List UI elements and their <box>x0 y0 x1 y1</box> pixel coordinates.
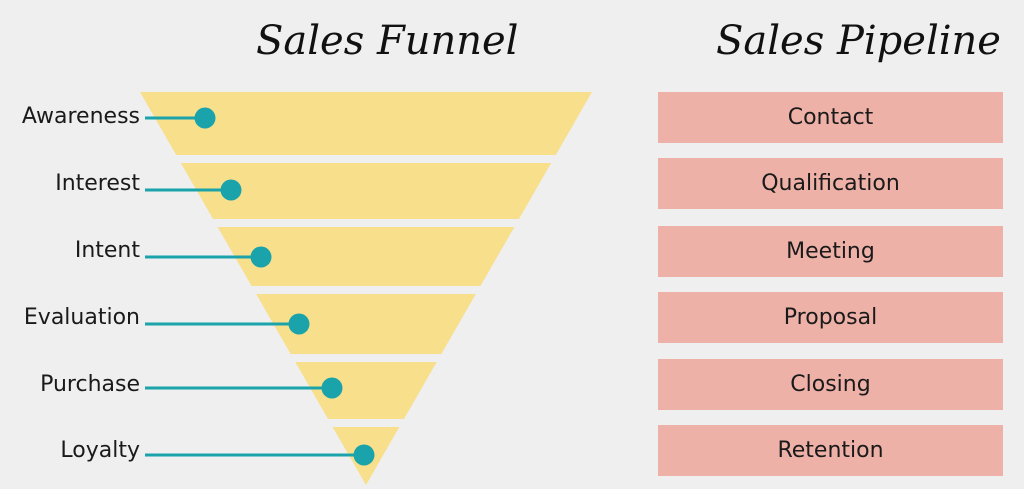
connector-dot-evaluation <box>288 313 310 335</box>
connector-dot-interest <box>220 179 242 201</box>
funnel-stage-label-evaluation: Evaluation <box>23 305 140 330</box>
funnel-stage-label-awareness: Awareness <box>21 104 140 129</box>
funnel-band-evaluation <box>256 294 476 354</box>
pipeline-stage-contact: Contact <box>658 92 1003 143</box>
pipeline-stage-retention: Retention <box>658 425 1003 476</box>
connector-dot-loyalty <box>353 444 375 466</box>
funnel-bands <box>140 92 592 485</box>
funnel-stage-label-intent: Intent <box>74 238 140 263</box>
funnel-connectors <box>145 107 375 466</box>
funnel-stage-label-loyalty: Loyalty <box>60 438 140 463</box>
connector-dot-intent <box>250 246 272 268</box>
pipeline-stage-proposal: Proposal <box>658 292 1003 343</box>
funnel-stage-label-purchase: Purchase <box>40 372 140 397</box>
funnel-stage-label-interest: Interest <box>55 171 140 196</box>
pipeline-title: Sales Pipeline <box>716 18 1001 64</box>
funnel-band-awareness <box>140 92 592 155</box>
connector-dot-awareness <box>194 107 216 129</box>
pipeline-stage-qualification: Qualification <box>658 158 1003 209</box>
funnel-title: Sales Funnel <box>256 18 519 64</box>
pipeline-stage-closing: Closing <box>658 359 1003 410</box>
funnel-band-interest <box>180 163 552 219</box>
connector-dot-purchase <box>321 377 343 399</box>
funnel-band-intent <box>217 227 515 286</box>
funnel-band-purchase <box>295 362 437 419</box>
pipeline-stage-meeting: Meeting <box>658 226 1003 277</box>
